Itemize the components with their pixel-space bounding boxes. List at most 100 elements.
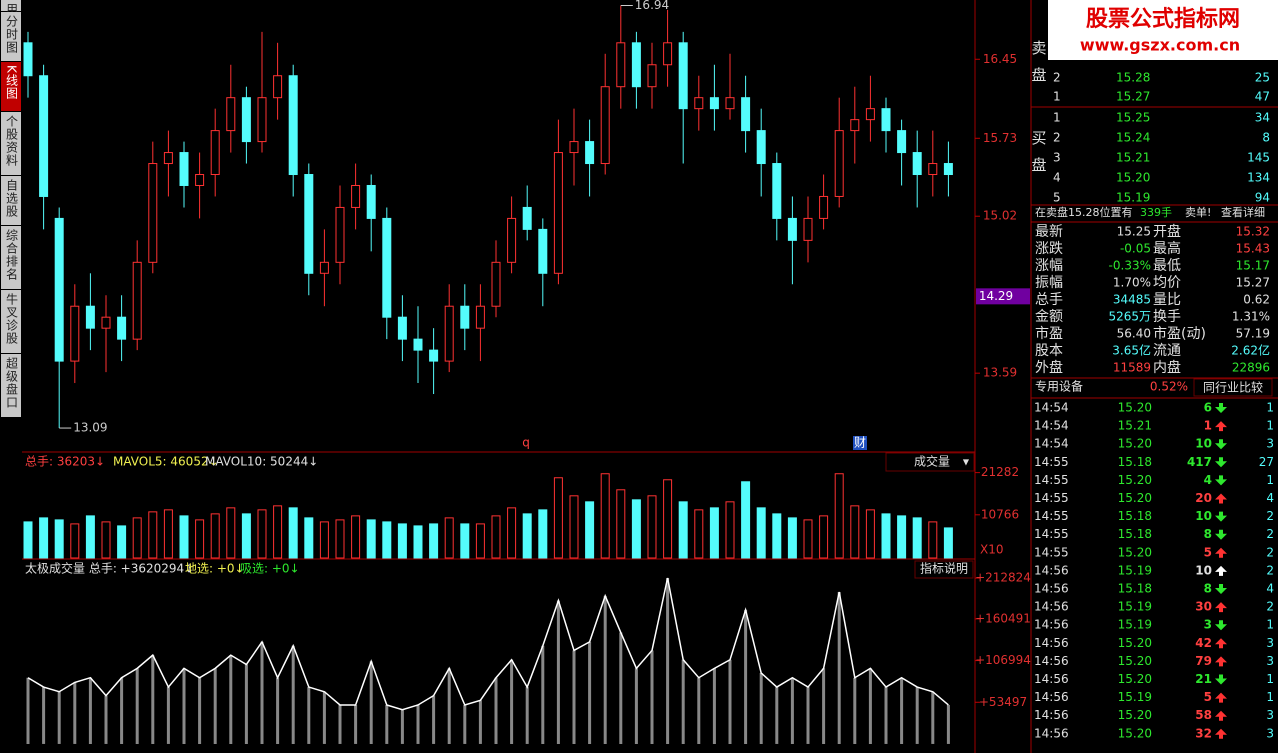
candle-body (351, 184, 361, 208)
dropdown-label[interactable]: 成交量 (914, 454, 950, 469)
stat-name: 开盘 (1153, 223, 1181, 240)
trade-count: 3 (1266, 708, 1274, 722)
stat-value: 11589 (1113, 361, 1151, 375)
compare-label[interactable]: 同行业比较 (1203, 380, 1263, 395)
trade-time: 14:55 (1034, 509, 1069, 523)
trade-volume: 58 (1195, 708, 1212, 722)
y-tick-label: +106994 (975, 653, 1031, 667)
sidebar-tab-label[interactable]: K线图 (5, 65, 19, 100)
candle-body (413, 338, 423, 351)
sidebar-tab[interactable] (1, 290, 21, 353)
logo-url: www.gszx.com.cn (1080, 36, 1240, 55)
sidebar-tab[interactable] (1, 176, 21, 225)
trade-volume: 79 (1195, 654, 1212, 668)
alert-text: 339手 (1140, 205, 1172, 219)
trade-count: 2 (1266, 545, 1274, 559)
trade-arrow (1215, 565, 1227, 576)
sidebar-tab-label[interactable]: 综合排名 (5, 229, 19, 281)
level: 1 (1053, 111, 1061, 125)
sidebar-tab[interactable] (1, 62, 21, 111)
volume-bar (351, 515, 361, 559)
sidebar-tab[interactable] (1, 354, 21, 417)
y-tick-label: 15.02 (983, 209, 1017, 223)
candle-body (787, 217, 797, 241)
volume-bar (475, 523, 485, 559)
trade-volume: 8 (1204, 527, 1212, 541)
event-box (853, 436, 867, 450)
volume-bar (148, 511, 158, 559)
dropdown[interactable] (885, 452, 975, 472)
sidebar-tab[interactable] (1, 0, 21, 11)
volume-bar (631, 499, 641, 559)
trade-volume: 5 (1204, 545, 1212, 559)
stat-value: 1.70% (1113, 276, 1151, 290)
candle-body (912, 152, 922, 176)
quantity: 25 (1255, 71, 1270, 85)
stat-name: 流通 (1153, 343, 1181, 359)
trade-time: 14:55 (1034, 491, 1069, 505)
trade-price: 15.20 (1118, 708, 1152, 722)
trade-time: 14:54 (1034, 419, 1069, 433)
candle-body (460, 305, 470, 329)
volume-bar (319, 521, 329, 559)
trade-volume: 10 (1195, 437, 1212, 451)
candle-body (54, 217, 64, 362)
candle-body (803, 217, 813, 241)
y-tick-label: +53497 (979, 695, 1027, 709)
sidebar-tab-label[interactable]: 牛叉诊股 (5, 292, 19, 345)
trade-arrow (1215, 475, 1227, 486)
compare-button[interactable] (1193, 378, 1273, 397)
trade-count: 4 (1266, 582, 1274, 596)
level: 5 (1053, 191, 1061, 205)
candle-body (319, 261, 329, 274)
event-marker: 财 (854, 436, 866, 450)
trade-arrow (1215, 638, 1227, 649)
indicator-button-label[interactable]: 指标说明 (920, 561, 968, 576)
price: 15.20 (1116, 171, 1150, 185)
volume-bar (507, 507, 517, 559)
candle-body (366, 184, 376, 219)
stat-name: 振幅 (1035, 275, 1063, 291)
price: 15.24 (1116, 131, 1150, 145)
volume-bar (569, 495, 579, 559)
stat-value: 15.43 (1236, 242, 1270, 256)
trade-count: 2 (1266, 509, 1274, 523)
sidebar-tab-label[interactable]: 个股资料 (5, 115, 19, 167)
volume-bar (725, 501, 735, 559)
trade-count: 4 (1266, 491, 1274, 505)
trade-arrow (1215, 547, 1227, 558)
candle-body (881, 108, 891, 132)
trade-count: 1 (1266, 419, 1274, 433)
sidebar-tab-label[interactable]: 分时图 (5, 15, 19, 54)
industry-change: 0.52% (1150, 380, 1188, 394)
alert-text[interactable]: 查看详细 (1221, 205, 1265, 219)
quantity: 145 (1247, 151, 1270, 165)
candle-body (429, 349, 439, 362)
trade-time: 14:56 (1034, 654, 1069, 668)
indicator-button[interactable] (914, 560, 974, 579)
trade-price: 15.20 (1118, 636, 1152, 650)
alert-text: 卖单! (1185, 206, 1211, 219)
trade-price: 15.19 (1118, 563, 1152, 577)
sidebar-tab[interactable] (1, 226, 21, 289)
candle-body (335, 206, 345, 263)
stat-value: -0.05 (1120, 242, 1151, 256)
sidebar-tab-label[interactable]: 超级盘口 (5, 356, 19, 409)
volume-bar (663, 479, 673, 559)
candle-body (257, 97, 267, 143)
sidebar-tab[interactable] (1, 112, 21, 175)
trade-price: 15.20 (1118, 672, 1152, 686)
stat-value: 34485 (1113, 293, 1151, 307)
trade-price: 15.19 (1118, 600, 1152, 614)
level: 3 (1053, 151, 1061, 165)
sidebar-tab[interactable] (1, 12, 21, 61)
volume-bar (943, 527, 953, 559)
candle-body (865, 108, 875, 121)
trade-time: 14:55 (1034, 527, 1069, 541)
quantity: 94 (1255, 191, 1270, 205)
sidebar-tab-label[interactable]: 自选股 (5, 179, 19, 218)
level: 2 (1053, 131, 1061, 145)
trade-volume: 417 (1187, 455, 1212, 469)
